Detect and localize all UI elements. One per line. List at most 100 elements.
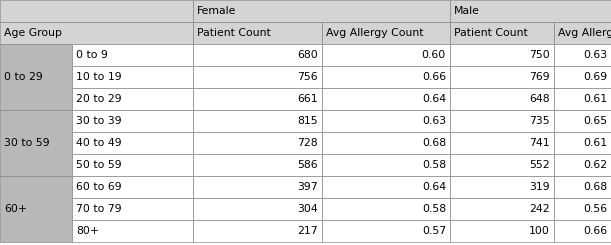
- Text: 0.68: 0.68: [583, 182, 607, 192]
- Bar: [0, 22, 193, 44]
- Bar: [322, 132, 450, 154]
- Bar: [554, 88, 611, 110]
- Bar: [554, 132, 611, 154]
- Bar: [554, 154, 611, 176]
- Text: Patient Count: Patient Count: [454, 28, 528, 38]
- Text: 80+: 80+: [76, 226, 99, 236]
- Bar: [450, 198, 554, 220]
- Bar: [0, 110, 72, 176]
- Text: 60 to 69: 60 to 69: [76, 182, 122, 192]
- Text: 0.69: 0.69: [583, 72, 607, 82]
- Bar: [322, 220, 450, 242]
- Text: 0.66: 0.66: [583, 226, 607, 236]
- Bar: [72, 176, 193, 198]
- Text: Patient Count: Patient Count: [197, 28, 271, 38]
- Text: 0.64: 0.64: [422, 182, 446, 192]
- Bar: [554, 198, 611, 220]
- Bar: [450, 44, 554, 66]
- Bar: [450, 176, 554, 198]
- Bar: [72, 154, 193, 176]
- Bar: [322, 22, 450, 44]
- Text: 0.60: 0.60: [422, 50, 446, 60]
- Text: 0.62: 0.62: [583, 160, 607, 170]
- Bar: [193, 0, 450, 22]
- Bar: [450, 88, 554, 110]
- Bar: [450, 0, 611, 22]
- Text: 242: 242: [529, 204, 550, 214]
- Bar: [193, 176, 322, 198]
- Bar: [450, 22, 554, 44]
- Text: 0.66: 0.66: [422, 72, 446, 82]
- Text: 661: 661: [298, 94, 318, 104]
- Bar: [554, 66, 611, 88]
- Bar: [193, 22, 322, 44]
- Text: 0.68: 0.68: [422, 138, 446, 148]
- Bar: [554, 110, 611, 132]
- Text: 552: 552: [529, 160, 550, 170]
- Text: 30 to 39: 30 to 39: [76, 116, 122, 126]
- Text: 217: 217: [298, 226, 318, 236]
- Text: 30 to 59: 30 to 59: [4, 138, 49, 148]
- Text: Avg Allergy Count: Avg Allergy Count: [326, 28, 423, 38]
- Bar: [72, 44, 193, 66]
- Bar: [193, 132, 322, 154]
- Bar: [72, 110, 193, 132]
- Bar: [193, 154, 322, 176]
- Text: 40 to 49: 40 to 49: [76, 138, 122, 148]
- Bar: [450, 132, 554, 154]
- Text: 10 to 19: 10 to 19: [76, 72, 122, 82]
- Bar: [193, 66, 322, 88]
- Text: 0.58: 0.58: [422, 160, 446, 170]
- Text: 304: 304: [297, 204, 318, 214]
- Bar: [554, 220, 611, 242]
- Text: 0.64: 0.64: [422, 94, 446, 104]
- Text: Avg Allergy Count: Avg Allergy Count: [558, 28, 611, 38]
- Bar: [72, 220, 193, 242]
- Text: 0.61: 0.61: [583, 138, 607, 148]
- Text: 70 to 79: 70 to 79: [76, 204, 122, 214]
- Bar: [450, 220, 554, 242]
- Text: 735: 735: [529, 116, 550, 126]
- Bar: [322, 66, 450, 88]
- Text: 0.56: 0.56: [583, 204, 607, 214]
- Bar: [450, 66, 554, 88]
- Bar: [322, 88, 450, 110]
- Text: 648: 648: [529, 94, 550, 104]
- Text: 769: 769: [529, 72, 550, 82]
- Text: 0.61: 0.61: [583, 94, 607, 104]
- Bar: [193, 88, 322, 110]
- Text: Age Group: Age Group: [4, 28, 62, 38]
- Text: 750: 750: [529, 50, 550, 60]
- Text: 0 to 29: 0 to 29: [4, 72, 43, 82]
- Bar: [193, 44, 322, 66]
- Text: Female: Female: [197, 6, 236, 16]
- Text: 680: 680: [297, 50, 318, 60]
- Bar: [72, 88, 193, 110]
- Text: 0.63: 0.63: [583, 50, 607, 60]
- Text: 50 to 59: 50 to 59: [76, 160, 122, 170]
- Text: 100: 100: [529, 226, 550, 236]
- Bar: [0, 44, 72, 110]
- Text: 0.58: 0.58: [422, 204, 446, 214]
- Text: 0.65: 0.65: [583, 116, 607, 126]
- Text: 0 to 9: 0 to 9: [76, 50, 108, 60]
- Text: 728: 728: [298, 138, 318, 148]
- Bar: [450, 154, 554, 176]
- Text: Male: Male: [454, 6, 480, 16]
- Bar: [72, 132, 193, 154]
- Bar: [72, 66, 193, 88]
- Bar: [450, 110, 554, 132]
- Text: 397: 397: [298, 182, 318, 192]
- Bar: [322, 198, 450, 220]
- Bar: [0, 176, 72, 242]
- Bar: [322, 154, 450, 176]
- Text: 60+: 60+: [4, 204, 27, 214]
- Text: 586: 586: [298, 160, 318, 170]
- Text: 0.57: 0.57: [422, 226, 446, 236]
- Bar: [193, 198, 322, 220]
- Text: 756: 756: [298, 72, 318, 82]
- Bar: [322, 176, 450, 198]
- Bar: [554, 44, 611, 66]
- Text: 741: 741: [529, 138, 550, 148]
- Text: 815: 815: [298, 116, 318, 126]
